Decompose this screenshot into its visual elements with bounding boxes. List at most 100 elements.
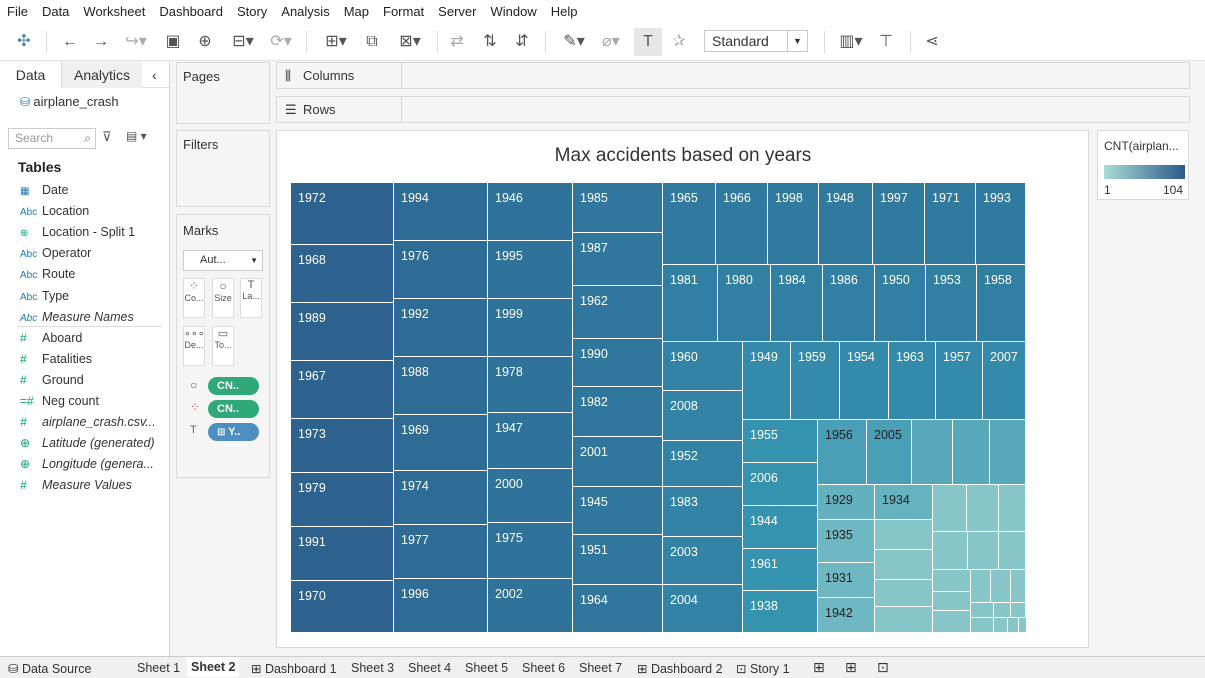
sheet-tab-sheet-3[interactable]: Sheet 3 — [351, 661, 395, 675]
treemap-cell-1988[interactable]: 1988 — [394, 357, 488, 415]
treemap-cell-1935[interactable]: 1935 — [818, 520, 875, 563]
treemap-cell-1945[interactable]: 1945 — [573, 487, 663, 535]
menu-analysis[interactable]: Analysis — [281, 4, 330, 19]
treemap-cell[interactable] — [1019, 618, 1027, 633]
field-operator[interactable]: Abc Operator — [20, 243, 91, 263]
treemap-cell-1958[interactable]: 1958 — [977, 265, 1026, 342]
tab-analytics[interactable]: Analytics — [62, 62, 142, 88]
treemap-cell[interactable] — [875, 580, 933, 607]
fit-dropdown[interactable]: Standard ▼ — [704, 30, 808, 52]
redo-icon[interactable]: → — [93, 33, 109, 50]
treemap-cell-1966[interactable]: 1966 — [716, 183, 768, 265]
treemap-cell-1968[interactable]: 1968 — [291, 245, 394, 303]
new-story-tab-icon[interactable]: ⊡ — [877, 659, 889, 675]
sheet-tab-sheet-5[interactable]: Sheet 5 — [465, 661, 509, 675]
field-measure-names[interactable]: Abc Measure Names — [20, 307, 134, 327]
pause-updates-icon[interactable]: ⊟▾ — [232, 33, 254, 50]
treemap-cell-1959[interactable]: 1959 — [791, 342, 840, 420]
treemap-cell-1951[interactable]: 1951 — [573, 535, 663, 585]
sheet-tab-sheet-1[interactable]: Sheet 1 — [137, 661, 181, 675]
field-ground[interactable]: # Ground — [20, 370, 84, 390]
treemap-cell[interactable] — [990, 420, 1026, 485]
menu-worksheet[interactable]: Worksheet — [83, 4, 146, 19]
treemap-cell-1989[interactable]: 1989 — [291, 303, 394, 361]
color-button[interactable]: ⁘ Co... — [183, 278, 205, 318]
group-icon[interactable]: ⌀▾ — [602, 33, 620, 50]
treemap-cell-1975[interactable]: 1975 — [488, 523, 573, 579]
treemap-cell-1961[interactable]: 1961 — [743, 549, 818, 591]
treemap-cell-1964[interactable]: 1964 — [573, 585, 663, 633]
treemap-cell-1948[interactable]: 1948 — [819, 183, 873, 265]
treemap-cell[interactable] — [994, 603, 1011, 618]
treemap-cell-1967[interactable]: 1967 — [291, 361, 394, 419]
filter-icon[interactable]: ⊽ — [102, 129, 112, 144]
sheet-tab-story-1[interactable]: ⊡ Story 1 — [736, 662, 790, 676]
detail-button[interactable]: ∘∘∘ De... — [183, 326, 205, 366]
treemap-cell-1960[interactable]: 1960 — [663, 342, 743, 391]
treemap-cell-1974[interactable]: 1974 — [394, 471, 488, 525]
treemap-cell-1999[interactable]: 1999 — [488, 299, 573, 357]
pages-shelf[interactable]: Pages — [176, 62, 270, 124]
treemap-cell-2007[interactable]: 2007 — [983, 342, 1026, 420]
sheet-tab-data-source[interactable]: ⛁ Data Source — [8, 662, 92, 676]
treemap-cell-1971[interactable]: 1971 — [925, 183, 976, 265]
share-icon[interactable]: ⋖ — [925, 33, 939, 50]
field-type[interactable]: Abc Type — [20, 286, 69, 306]
menu-story[interactable]: Story — [236, 4, 268, 19]
save-icon[interactable]: ▣ — [165, 33, 181, 50]
treemap-cell-1931[interactable]: 1931 — [818, 563, 875, 598]
treemap-cell-1985[interactable]: 1985 — [573, 183, 663, 233]
treemap-cell-1986[interactable]: 1986 — [823, 265, 875, 342]
treemap-cell-1944[interactable]: 1944 — [743, 506, 818, 549]
treemap-cell[interactable] — [1011, 570, 1026, 603]
menu-format[interactable]: Format — [383, 4, 425, 19]
treemap-cell-1980[interactable]: 1980 — [718, 265, 771, 342]
sort-ascending-icon[interactable]: ⇅ — [483, 33, 497, 50]
color-pill[interactable]: CN.. — [208, 400, 259, 418]
sheet-tab-dashboard-2[interactable]: ⊞ Dashboard 2 — [637, 662, 723, 676]
treemap-cell-1970[interactable]: 1970 — [291, 581, 394, 633]
refresh-icon[interactable]: ⟳▾ — [270, 33, 292, 50]
treemap-cell[interactable] — [933, 485, 967, 532]
treemap-cell-1957[interactable]: 1957 — [936, 342, 983, 420]
treemap-cell[interactable] — [999, 532, 1026, 570]
filters-shelf[interactable]: Filters — [176, 130, 270, 207]
treemap-cell-1977[interactable]: 1977 — [394, 525, 488, 579]
treemap-cell[interactable] — [953, 420, 990, 485]
search-input[interactable]: Search ⌕ — [8, 128, 96, 149]
treemap-cell-1954[interactable]: 1954 — [840, 342, 889, 420]
treemap-cell-1947[interactable]: 1947 — [488, 413, 573, 469]
treemap-cell-2002[interactable]: 2002 — [488, 579, 573, 633]
treemap-cell[interactable] — [971, 618, 994, 633]
menu-dashboard[interactable]: Dashboard — [159, 4, 223, 19]
datasource-item[interactable]: ⛁ airplane_crash — [20, 94, 119, 109]
treemap-cell-1950[interactable]: 1950 — [875, 265, 926, 342]
undo-icon[interactable]: ← — [62, 33, 78, 50]
treemap-cell[interactable] — [933, 592, 971, 611]
swap-icon[interactable]: ⇄ — [450, 33, 464, 50]
fit-icon[interactable]: ▥▾ — [839, 33, 863, 50]
treemap-cell[interactable] — [971, 570, 991, 603]
treemap-cell-1982[interactable]: 1982 — [573, 387, 663, 437]
label-button[interactable]: T La... — [240, 278, 262, 318]
treemap-cell[interactable] — [933, 570, 971, 592]
treemap-cell-1984[interactable]: 1984 — [771, 265, 823, 342]
treemap-cell-2001[interactable]: 2001 — [573, 437, 663, 487]
treemap-cell[interactable] — [1008, 618, 1019, 633]
treemap-cell-2006[interactable]: 2006 — [743, 463, 818, 506]
field-date[interactable]: ▦ Date — [20, 180, 68, 200]
sheet-tab-sheet-7[interactable]: Sheet 7 — [579, 661, 623, 675]
treemap-cell-1979[interactable]: 1979 — [291, 473, 394, 527]
mark-type-dropdown[interactable]: Aut... ▼ — [183, 250, 263, 271]
treemap-cell[interactable] — [968, 532, 999, 570]
field-aboard[interactable]: # Aboard — [20, 328, 82, 348]
treemap-cell-1983[interactable]: 1983 — [663, 487, 743, 537]
treemap-cell-1978[interactable]: 1978 — [488, 357, 573, 413]
treemap-cell-1952[interactable]: 1952 — [663, 441, 743, 487]
highlight-icon[interactable]: ✎▾ — [563, 33, 585, 50]
rows-shelf[interactable]: ☰ Rows — [276, 96, 1190, 123]
replay-icon[interactable]: ↪▾ — [125, 33, 147, 50]
treemap-cell[interactable] — [971, 603, 994, 618]
treemap-cell[interactable] — [994, 618, 1008, 633]
treemap-cell[interactable] — [933, 532, 968, 570]
